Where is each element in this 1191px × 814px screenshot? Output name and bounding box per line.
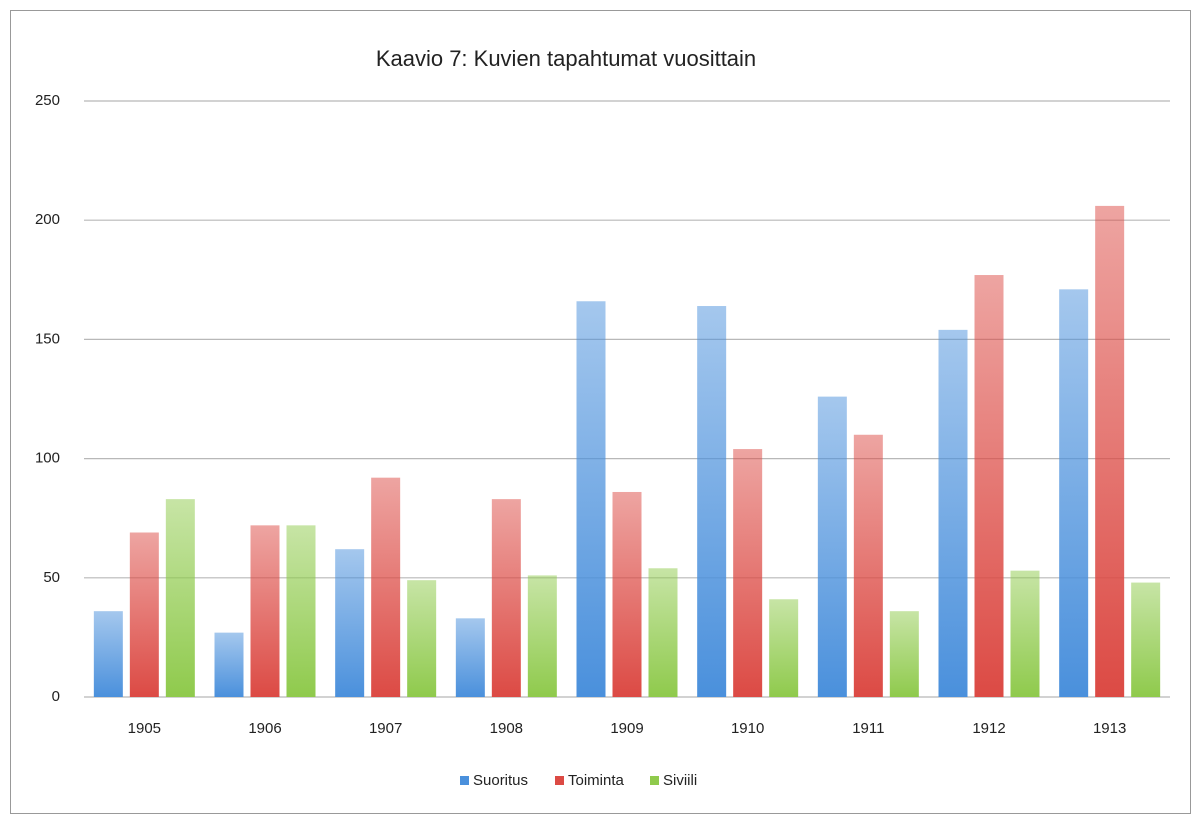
x-tick-label: 1912 xyxy=(972,720,1005,737)
x-tick-label: 1910 xyxy=(731,720,764,737)
bar xyxy=(1131,582,1161,697)
bar xyxy=(648,568,678,697)
bar xyxy=(1010,570,1040,697)
legend-label: Toiminta xyxy=(568,772,625,789)
y-tick-label: 150 xyxy=(35,330,60,347)
bar xyxy=(1095,205,1125,697)
x-tick-label: 1909 xyxy=(610,720,643,737)
bar xyxy=(214,632,244,697)
y-tick-label: 250 xyxy=(35,92,60,109)
bar xyxy=(250,525,280,697)
y-tick-label: 50 xyxy=(43,569,60,586)
bar xyxy=(335,549,365,697)
legend-swatch xyxy=(650,776,659,785)
bar xyxy=(491,499,521,697)
bar xyxy=(371,477,401,697)
bar xyxy=(455,618,485,697)
bar xyxy=(93,611,123,697)
y-tick-label: 100 xyxy=(35,450,60,467)
x-tick-label: 1907 xyxy=(369,720,402,737)
x-tick-label: 1905 xyxy=(128,720,161,737)
y-tick-label: 0 xyxy=(52,688,60,705)
bar xyxy=(889,611,919,697)
bar xyxy=(853,434,883,697)
legend-swatch xyxy=(460,776,469,785)
bar xyxy=(697,306,727,697)
x-tick-label: 1911 xyxy=(852,720,884,737)
x-tick-label: 1913 xyxy=(1093,720,1126,737)
bar xyxy=(129,532,159,697)
bar xyxy=(612,491,642,697)
bar xyxy=(938,329,968,697)
bar xyxy=(286,525,316,697)
bar xyxy=(576,301,606,697)
bar xyxy=(974,275,1004,697)
bar xyxy=(1059,289,1089,697)
y-tick-label: 200 xyxy=(35,211,60,228)
bar xyxy=(733,449,763,697)
legend-label: Suoritus xyxy=(473,772,528,789)
x-tick-label: 1906 xyxy=(248,720,281,737)
bar xyxy=(527,575,557,697)
bar xyxy=(769,599,799,697)
bar xyxy=(165,499,195,697)
x-tick-label: 1908 xyxy=(490,720,523,737)
bar xyxy=(407,580,437,697)
chart-title: Kaavio 7: Kuvien tapahtumat vuosittain xyxy=(376,46,756,71)
legend-label: Siviili xyxy=(663,772,697,789)
bar xyxy=(817,396,847,697)
legend-swatch xyxy=(555,776,564,785)
